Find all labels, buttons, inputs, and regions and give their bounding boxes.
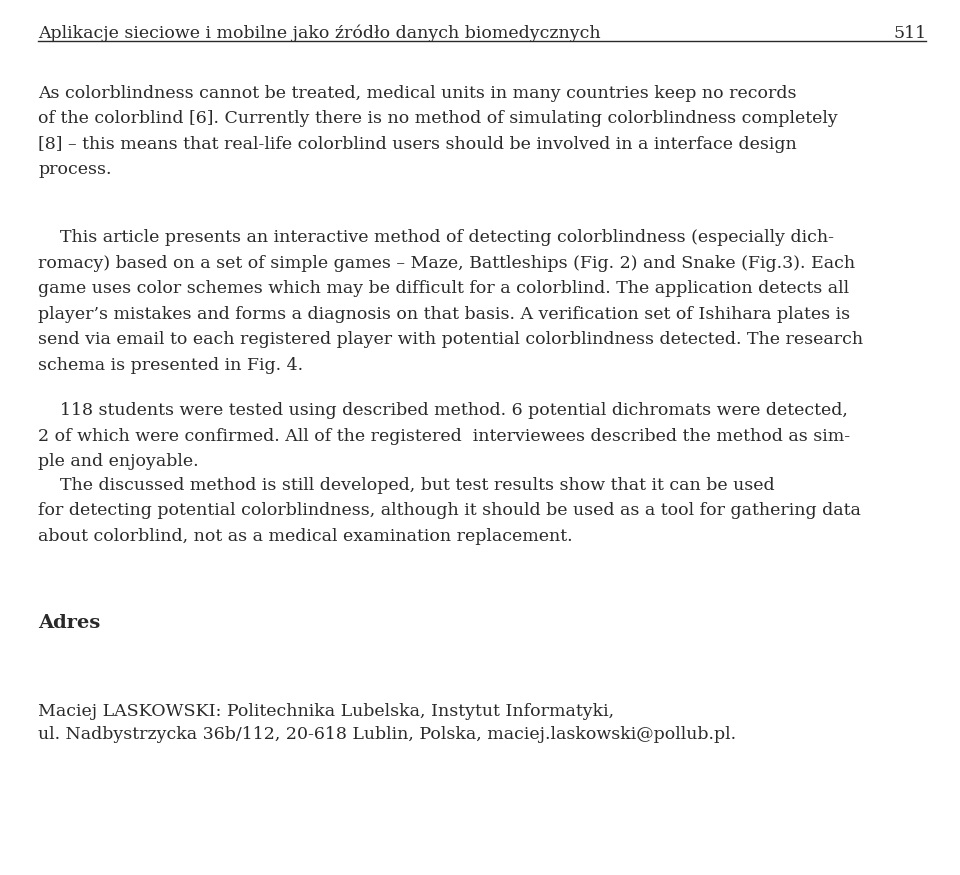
Text: Maciej LASKOWSKI: Politechnika Lubelska, Instytut Informatyki,: Maciej LASKOWSKI: Politechnika Lubelska,… bbox=[38, 703, 614, 719]
Text: Aplikacje sieciowe i mobilne jako źródło danych biomedycznych: Aplikacje sieciowe i mobilne jako źródło… bbox=[38, 24, 601, 42]
Text: This article presents an interactive method of detecting colorblindness (especia: This article presents an interactive met… bbox=[38, 229, 864, 374]
Text: 118 students were tested using described method. 6 potential dichromats were det: 118 students were tested using described… bbox=[38, 402, 851, 471]
Text: Adres: Adres bbox=[38, 614, 101, 633]
Text: The discussed method is still developed, but test results show that it can be us: The discussed method is still developed,… bbox=[38, 477, 861, 545]
Text: As colorblindness cannot be treated, medical units in many countries keep no rec: As colorblindness cannot be treated, med… bbox=[38, 85, 838, 178]
Text: 511: 511 bbox=[893, 24, 926, 41]
Text: ul. Nadbystrzycka 36b/112, 20-618 Lublin, Polska, maciej.laskowski@pollub.pl.: ul. Nadbystrzycka 36b/112, 20-618 Lublin… bbox=[38, 726, 736, 743]
